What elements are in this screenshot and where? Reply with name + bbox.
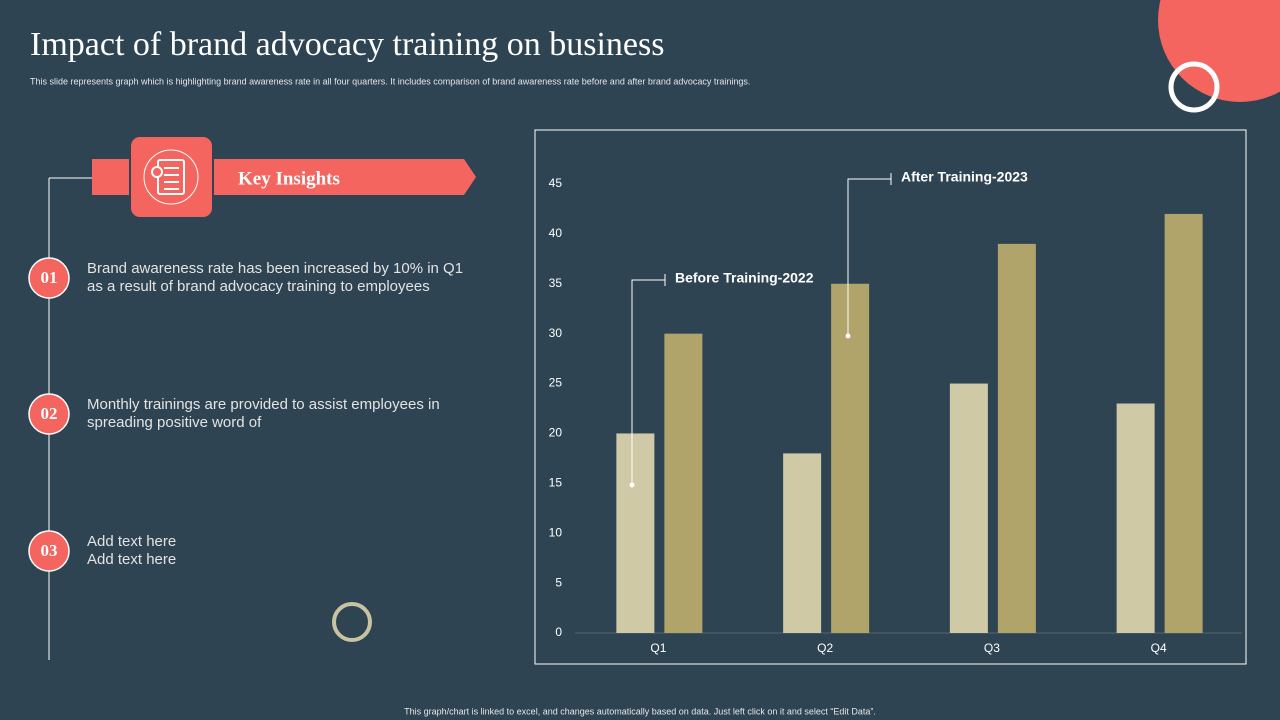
deco-ring [332, 602, 372, 642]
bar [783, 453, 822, 633]
y-tick-label: 40 [549, 226, 563, 240]
bar [949, 383, 988, 633]
y-tick-label: 20 [549, 426, 563, 440]
x-tick-label: Q1 [650, 641, 666, 655]
bar [616, 433, 655, 633]
bar [664, 333, 703, 633]
number-badge [28, 393, 70, 435]
deco-ring [1168, 61, 1220, 113]
icon-box [129, 135, 214, 219]
y-tick-label: 30 [549, 326, 563, 340]
bar [1116, 403, 1155, 633]
y-tick-label: 10 [549, 525, 563, 539]
insight-text: Add text here [87, 551, 176, 568]
legend-label: After Training-2023 [901, 169, 1028, 185]
bar [1164, 213, 1203, 633]
x-tick-label: Q4 [1151, 641, 1167, 655]
number-badge [28, 257, 70, 299]
callout-line [631, 279, 665, 485]
x-tick-label: Q3 [984, 641, 1000, 655]
bar [997, 243, 1036, 633]
insight-text: Monthly trainings are provided to assist… [87, 396, 440, 413]
x-tick-label: Q2 [817, 641, 833, 655]
y-tick-label: 35 [549, 276, 563, 290]
y-tick-label: 5 [555, 575, 562, 589]
deco-circle [1158, 0, 1280, 102]
number-badge [28, 530, 70, 572]
document-icon [143, 149, 199, 205]
callout-dot [845, 333, 851, 339]
chart-frame [534, 129, 1247, 665]
insights-heading: Key Insights [238, 168, 340, 189]
title: Impact of brand advocacy training on bus… [30, 26, 664, 63]
y-tick-label: 0 [555, 625, 562, 639]
insight-text: Brand awareness rate has been increased … [87, 260, 463, 277]
insight-text: as a result of brand advocacy training t… [87, 278, 430, 295]
subtitle: This slide represents graph which is hig… [30, 76, 750, 86]
callout-line [847, 178, 891, 336]
y-tick-label: 45 [549, 176, 563, 190]
y-tick-label: 15 [549, 476, 563, 490]
footer: This graph/chart is linked to excel, and… [404, 706, 876, 716]
insight-text: spreading positive word of [87, 414, 262, 431]
number-label: 03 [41, 541, 58, 560]
y-tick-label: 25 [549, 376, 563, 390]
number-label: 02 [41, 404, 58, 423]
number-label: 01 [41, 268, 58, 287]
bar [831, 283, 870, 633]
legend-label: Before Training-2022 [675, 270, 814, 286]
insight-text: Add text here [87, 533, 176, 550]
callout-dot [629, 482, 635, 488]
